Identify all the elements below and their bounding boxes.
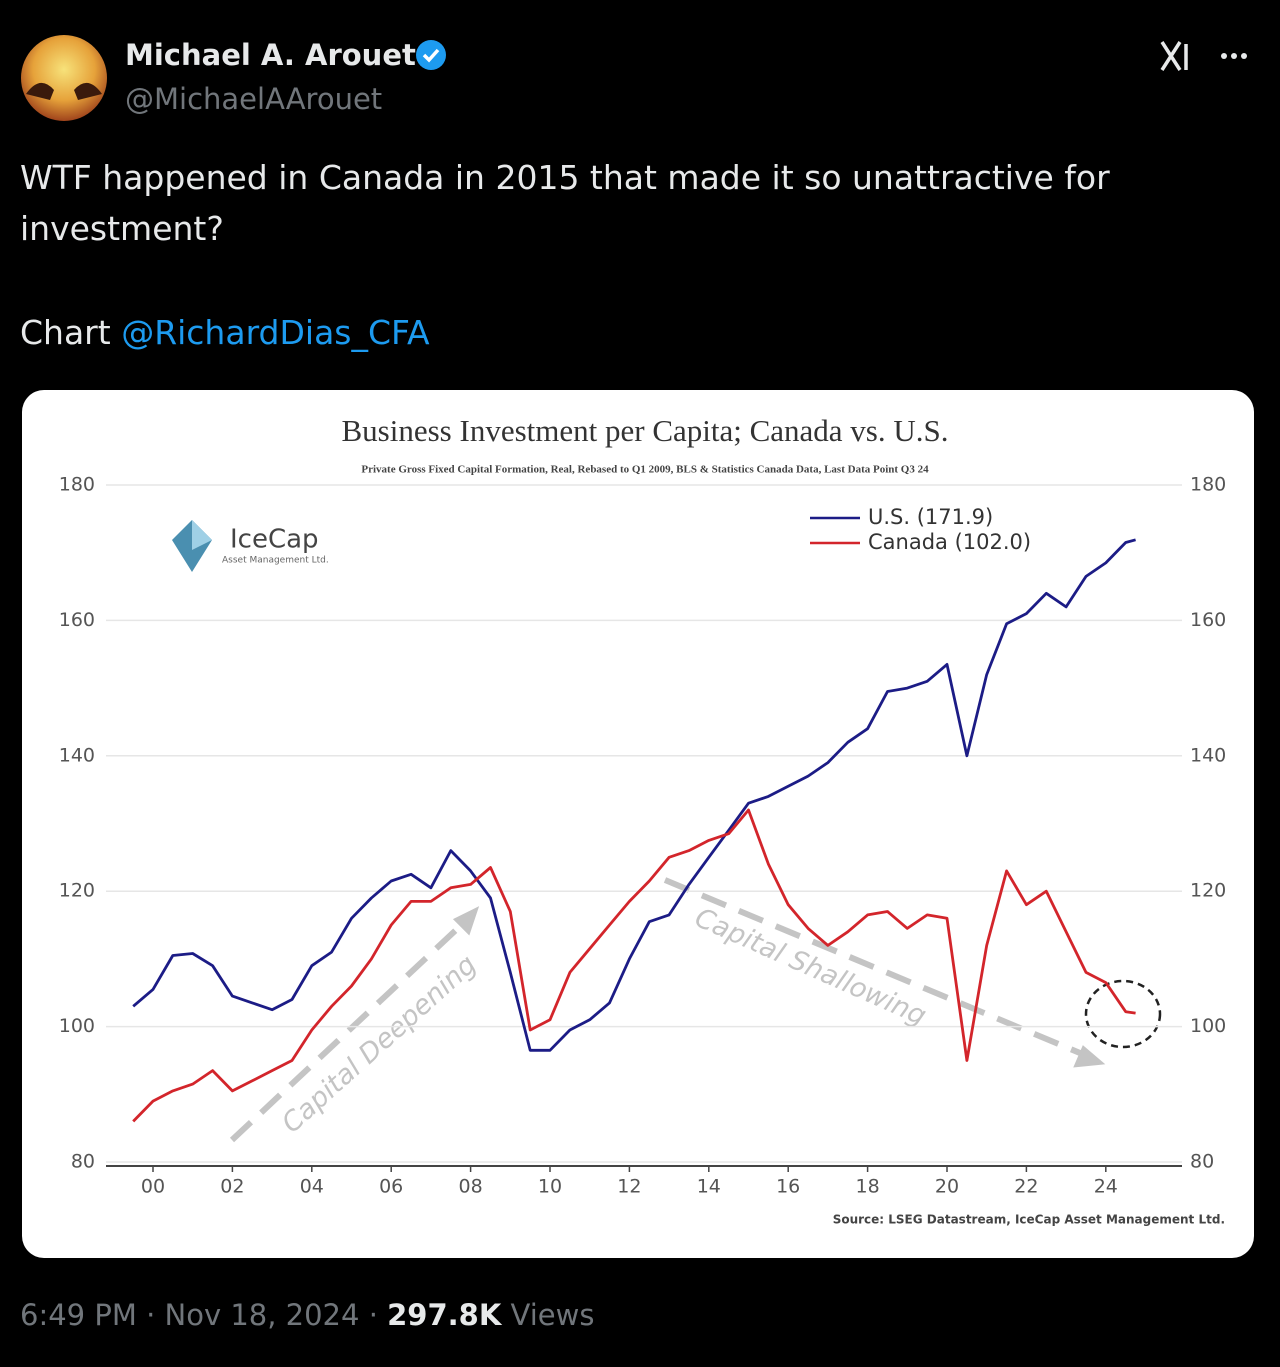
legend-label: Canada (102.0) <box>868 530 1031 554</box>
highlight-circle <box>1084 979 1162 1049</box>
x-tick-label: 04 <box>300 1176 324 1198</box>
x-tick-label: 00 <box>141 1176 165 1198</box>
y-tick-label: 180 <box>59 474 95 496</box>
chart-title: Business Investment per Capita; Canada v… <box>342 413 949 448</box>
avatar-circle <box>21 35 107 121</box>
series-line <box>132 538 1136 1052</box>
y-tick-label: 80 <box>71 1151 95 1173</box>
credit-prefix: Chart <box>20 313 111 352</box>
y-tick-label: 160 <box>59 609 95 631</box>
chart-card[interactable] <box>22 390 1254 1258</box>
x-tick-label: 18 <box>856 1176 880 1198</box>
logo-subtext: Asset Management Ltd. <box>222 556 329 566</box>
y-tick-label: 100 <box>59 1015 95 1037</box>
x-tick-label: 12 <box>617 1176 641 1198</box>
chart: Business Investment per Capita; Canada v… <box>59 413 1227 1227</box>
views-label: Views <box>510 1298 595 1332</box>
grok-icon[interactable] <box>1160 41 1188 71</box>
x-tick-label: 10 <box>538 1176 562 1198</box>
y2-tick-label: 160 <box>1190 609 1226 631</box>
x-tick-label: 14 <box>697 1176 721 1198</box>
x-tick-label: 22 <box>1014 1176 1038 1198</box>
y-tick-label: 120 <box>59 880 95 902</box>
x-tick-label: 02 <box>220 1176 244 1198</box>
legend-label: U.S. (171.9) <box>868 505 993 529</box>
deepening-arrow <box>229 912 475 1143</box>
author-handle[interactable]: @MichaelAArouet <box>125 82 383 116</box>
y2-tick-label: 140 <box>1190 744 1226 766</box>
x-tick-label: 24 <box>1094 1176 1118 1198</box>
tweet-text: WTF happened in Canada in 2015 that made… <box>20 158 1110 248</box>
y2-tick-label: 180 <box>1190 474 1226 496</box>
separator: · <box>368 1298 378 1332</box>
chart-subtitle: Private Gross Fixed Capital Formation, R… <box>361 464 929 476</box>
header-icons <box>1160 41 1247 71</box>
author-name[interactable]: Michael A. Arouet <box>125 38 416 72</box>
avatar[interactable] <box>20 34 108 122</box>
y2-tick-label: 100 <box>1190 1015 1226 1037</box>
avatar-figure <box>26 82 102 100</box>
y2-tick-label: 80 <box>1190 1151 1214 1173</box>
x-tick-label: 08 <box>459 1176 483 1198</box>
annotation: Capital Deepening <box>276 949 482 1139</box>
x-tick-label: 16 <box>776 1176 800 1198</box>
x-tick-label: 20 <box>935 1176 959 1198</box>
y2-tick-label: 120 <box>1190 880 1226 902</box>
logo-text: IceCap <box>230 525 319 555</box>
x-tick-label: 06 <box>379 1176 403 1198</box>
annotation: Capital Shallowing <box>690 902 930 1032</box>
tweet-credit: Chart @RichardDias_CFA <box>20 307 430 358</box>
verified-badge <box>416 40 446 70</box>
views-count: 297.8K <box>387 1298 502 1332</box>
series-line <box>132 808 1136 1123</box>
y-tick-label: 140 <box>59 744 95 766</box>
timestamp[interactable]: 6:49 PM · Nov 18, 2024 <box>20 1298 360 1332</box>
mention-link[interactable]: @RichardDias_CFA <box>121 313 430 352</box>
source-note: Source: LSEG Datastream, IceCap Asset Ma… <box>833 1213 1225 1227</box>
more-icon[interactable] <box>1221 53 1227 59</box>
tweet-footer: 6:49 PM · Nov 18, 2024 · 297.8K Views <box>20 1298 594 1332</box>
shallowing-arrow <box>663 877 1094 1061</box>
